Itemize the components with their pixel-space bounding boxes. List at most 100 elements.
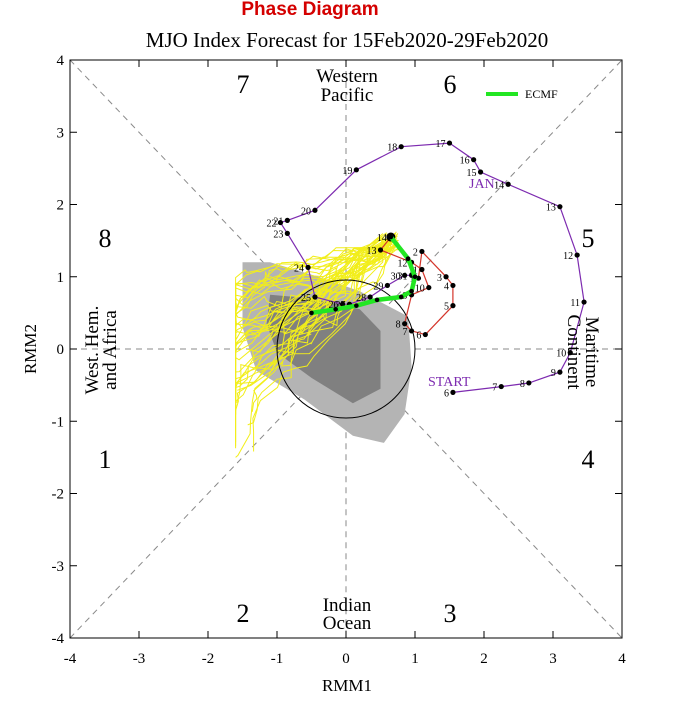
observed-point-label: 13 (546, 203, 556, 214)
x-tick-label: 2 (480, 651, 488, 667)
observed-point (446, 140, 453, 146)
observed-point (567, 350, 573, 356)
observed-point-label: 26 (329, 300, 339, 311)
observed-point-label: 8 (396, 320, 401, 331)
x-tick-label: 0 (342, 651, 350, 667)
observed-point (477, 169, 484, 175)
observed-point (312, 294, 318, 300)
y-tick-label: 0 (57, 342, 65, 358)
legend-label: ECMF (525, 87, 558, 101)
phase-label-6: 6 (444, 70, 457, 99)
region-maritime-line1: Maritime (581, 317, 602, 388)
ensemble-member-line (235, 237, 383, 345)
observed-point-label: 14 (377, 233, 387, 244)
x-tick-label: 1 (411, 651, 419, 667)
ensemble-mean-point (309, 310, 314, 316)
observed-point (557, 369, 563, 375)
observed-point-label: 12 (398, 258, 408, 269)
ensemble-mean-point (405, 256, 411, 261)
observed-point (284, 217, 290, 223)
jan-annotation: JAN (469, 177, 495, 192)
region-indian-line2: Ocean (323, 613, 372, 634)
y-tick-label: -2 (52, 487, 65, 503)
observed-point (339, 301, 346, 307)
observed-point (505, 181, 511, 187)
observed-point (367, 294, 373, 300)
observed-point-label: 19 (342, 166, 352, 177)
observed-point-label: 13 (367, 246, 377, 257)
observed-point (422, 331, 428, 338)
observed-point (402, 272, 408, 278)
observed-point-label: 4 (444, 281, 449, 292)
ensemble-member-line (237, 248, 384, 391)
region-western-line2: Pacific (321, 85, 374, 106)
observed-point-label: 10 (415, 284, 425, 295)
observed-point-label: 18 (387, 143, 397, 154)
observed-point (398, 144, 404, 150)
observed-point (426, 284, 432, 291)
observed-point (557, 204, 563, 210)
phase-label-8: 8 (99, 224, 112, 253)
region-indian-line1: Indian (323, 595, 372, 616)
x-tick-label: 4 (618, 651, 626, 667)
observed-point-label: 17 (436, 139, 446, 150)
ensemble-mean-point (333, 306, 338, 312)
y-tick-label: 2 (57, 198, 65, 214)
y-tick-label: 4 (57, 53, 65, 69)
chart-title: MJO Index Forecast for 15Feb2020-29Feb20… (146, 28, 548, 52)
y-axis-label: RMM2 (21, 324, 40, 374)
observed-point (450, 389, 456, 395)
phase-label-7: 7 (237, 70, 250, 99)
x-tick-label: -2 (202, 651, 215, 667)
x-tick-label: 3 (549, 651, 557, 667)
y-tick-label: 1 (57, 270, 65, 286)
observed-point-label: 8 (520, 379, 525, 390)
observed-point (498, 383, 504, 390)
ensemble-mean-point (409, 288, 414, 294)
ensemble-member-line (235, 245, 396, 449)
ensemble-mean-point (398, 294, 404, 300)
y-tick-label: -4 (52, 631, 65, 647)
ensemble-mean-point (388, 234, 394, 240)
observed-point-label: 30 (391, 271, 401, 282)
ensemble-member-line (236, 237, 389, 403)
observed-point (526, 380, 532, 386)
observed-point (450, 282, 456, 289)
observed-point (353, 167, 359, 173)
observed-point-label: 11 (570, 298, 580, 309)
ensemble-member-line (235, 248, 392, 384)
ensemble-mean-point (374, 297, 380, 303)
start-annotation: START (428, 375, 471, 390)
observed-point-label: 6 (416, 331, 421, 342)
observed-point-label: 16 (460, 156, 470, 167)
observed-point-label: 5 (444, 302, 449, 313)
x-tick-label: -4 (64, 651, 77, 667)
observed-point-label: 31 (398, 271, 408, 282)
ensemble-member-line (235, 243, 393, 316)
observed-point-label: 24 (294, 263, 304, 274)
ensemble-member-line (235, 239, 399, 399)
observed-trajectory: 6789101112131415161718192021222324252627… (266, 139, 587, 399)
observed-point-label: 7 (492, 383, 497, 394)
observed-point-label: 22 (266, 219, 276, 230)
observed-point-label: 2 (413, 247, 418, 258)
phase-label-3: 3 (444, 599, 457, 628)
region-maritime-line2: Continent (563, 315, 584, 391)
observed-point-label: 7 (403, 327, 408, 338)
y-tick-label: 3 (57, 125, 65, 141)
x-tick-label: -1 (271, 651, 284, 667)
phase-label-5: 5 (582, 224, 595, 253)
observed-point (419, 248, 425, 255)
y-tick-label: -3 (52, 559, 65, 575)
ensemble-member-line (235, 237, 384, 336)
observed-point-label: 27 (335, 300, 345, 311)
observed-point-label: 29 (373, 281, 383, 292)
ensemble-member-line (235, 239, 390, 389)
region-westhem-line1: West. Hem. (82, 306, 103, 395)
observed-point (284, 230, 290, 236)
observed-point (277, 219, 284, 226)
observed-point (377, 247, 384, 253)
observed-point-label: 9 (551, 368, 556, 379)
x-tick-label: -3 (133, 651, 146, 667)
